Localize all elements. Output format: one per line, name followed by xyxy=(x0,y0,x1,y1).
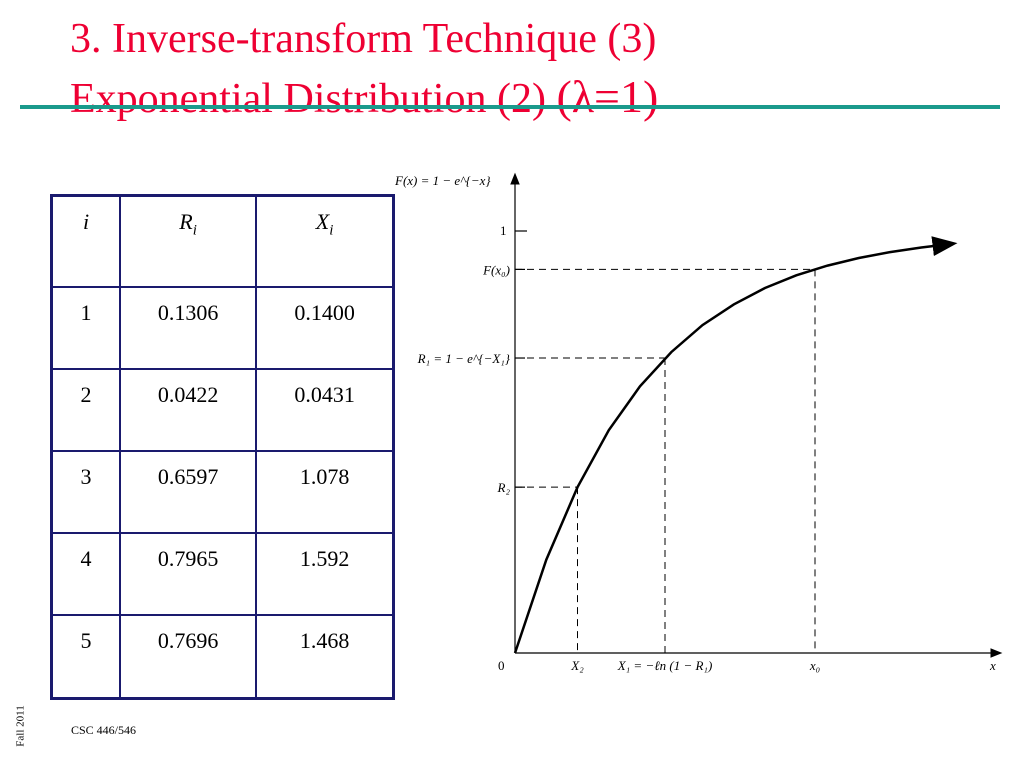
cdf-curve xyxy=(513,236,958,654)
results-table: i Ri Xi 1 0.1306 0.1400 2 0.0422 0.0431 … xyxy=(50,194,395,700)
guide-y-label: R₂ xyxy=(497,480,511,495)
cell-r: 0.0422 xyxy=(118,368,258,453)
cell-x: 1.468 xyxy=(255,614,395,700)
header-i-text: i xyxy=(82,209,90,234)
cell-i: 4 xyxy=(50,532,121,617)
header-r: Ri xyxy=(118,194,258,289)
cell-r: 0.1306 xyxy=(118,286,258,371)
cell-i: 2 xyxy=(50,368,121,453)
cell-r: 0.6597 xyxy=(118,450,258,535)
cell-x: 0.1400 xyxy=(255,286,395,371)
title-divider xyxy=(20,105,1000,109)
cell-i: 3 xyxy=(50,450,121,535)
table-row: 3 0.6597 1.078 xyxy=(50,450,395,535)
cdf-chart: 1 0 x F(x) = 1 − e^{−x} R₂ X₂ R₁ = 1 − e^{… xyxy=(395,172,1003,673)
slide-title: 3. Inverse-transform Technique (3) Expon… xyxy=(70,10,658,128)
cell-r: 0.7965 xyxy=(118,532,258,617)
guide-lines: R₂ X₂ R₁ = 1 − e^{−X₁} X₁ = −ℓn (1 − R₁) F(x… xyxy=(417,262,821,673)
term-text: Fall 2011 xyxy=(14,705,27,747)
x-axis-label: x xyxy=(989,658,996,673)
guide-x-label: X₁ = −ℓn (1 − R₁) xyxy=(617,658,713,673)
table-row: 5 0.7696 1.468 xyxy=(50,614,395,700)
cell-r: 0.7696 xyxy=(118,614,258,700)
course-label: CSC 446/546 xyxy=(71,723,137,737)
guide-y-label: F(x₀) xyxy=(482,262,510,277)
y-axis-label: F(x) = 1 − e^{−x} xyxy=(395,173,491,188)
y-tick-label: 1 xyxy=(500,223,507,238)
cell-x: 0.0431 xyxy=(255,368,395,453)
title-line-1: 3. Inverse-transform Technique (3) xyxy=(70,16,657,62)
guide-x-label: x₀ xyxy=(809,658,820,673)
cell-x: 1.592 xyxy=(255,532,395,617)
table-row: 2 0.0422 0.0431 xyxy=(50,368,395,453)
title-line-2: Exponential Distribution (2) (λ=1) xyxy=(70,68,658,128)
title-line-2-text: Exponential Distribution (2) xyxy=(70,76,557,122)
cell-i: 5 xyxy=(50,614,121,700)
origin-label: 0 xyxy=(498,658,505,673)
table-row: 1 0.1306 0.1400 xyxy=(50,286,395,371)
term-label: Fall 2011 xyxy=(14,700,34,750)
cell-i: 1 xyxy=(50,286,121,371)
header-i: i xyxy=(50,194,121,289)
table-body: i Ri Xi 1 0.1306 0.1400 2 0.0422 0.0431 … xyxy=(50,194,395,700)
table-row: 4 0.7965 1.592 xyxy=(50,532,395,617)
header-r-sub: i xyxy=(192,222,197,239)
header-x-text: X xyxy=(315,209,330,234)
lambda-label: (λ=1) xyxy=(556,71,659,122)
header-x-sub: i xyxy=(329,222,334,239)
guide-x-label: X₂ xyxy=(570,658,584,673)
cell-x: 1.078 xyxy=(255,450,395,535)
header-r-text: R xyxy=(179,209,193,234)
guide-y-label: R₁ = 1 − e^{−X₁} xyxy=(417,351,511,366)
table-header-row: i Ri Xi xyxy=(50,194,395,289)
header-x: Xi xyxy=(255,194,395,289)
